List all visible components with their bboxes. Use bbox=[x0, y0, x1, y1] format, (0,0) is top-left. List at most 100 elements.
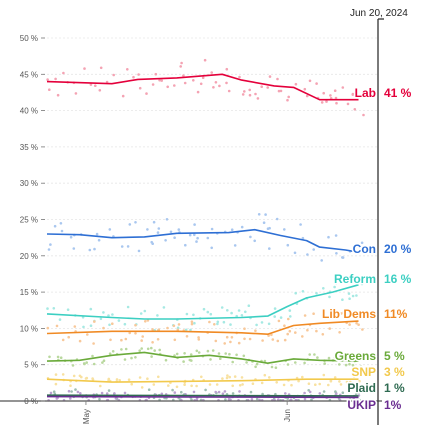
poll-dot bbox=[74, 388, 77, 391]
poll-dot bbox=[294, 331, 297, 334]
poll-dot bbox=[288, 329, 292, 333]
y-tick-label: 5 % bbox=[24, 361, 38, 370]
poll-dot bbox=[56, 93, 60, 97]
poll-dot bbox=[303, 87, 307, 91]
poll-dot bbox=[351, 278, 355, 282]
poll-dot bbox=[345, 380, 349, 384]
poll-dot bbox=[346, 102, 350, 106]
poll-dot bbox=[257, 213, 261, 216]
poll-dot bbox=[305, 94, 309, 98]
poll-dot bbox=[268, 376, 271, 379]
poll-dot bbox=[315, 292, 318, 295]
poll-dot bbox=[192, 313, 195, 317]
poll-dot bbox=[113, 392, 116, 395]
poll-dot bbox=[230, 228, 234, 231]
poll-dot bbox=[143, 309, 147, 313]
poll-dot bbox=[173, 391, 177, 394]
poll-dot bbox=[56, 355, 60, 359]
poll-dot bbox=[144, 320, 147, 323]
y-tick-label: 0 % bbox=[24, 397, 38, 406]
poll-dot bbox=[306, 253, 309, 256]
series-value-lab: 41 % bbox=[384, 86, 412, 100]
poll-dot bbox=[157, 227, 161, 230]
poll-dot bbox=[254, 92, 257, 96]
poll-dot bbox=[59, 222, 63, 225]
poll-dot bbox=[101, 361, 104, 364]
poll-dot bbox=[214, 339, 218, 343]
poll-dot bbox=[240, 314, 244, 317]
poll-dot bbox=[72, 374, 76, 378]
poll-dot bbox=[46, 78, 49, 81]
poll-dot bbox=[290, 383, 293, 387]
poll-dot bbox=[157, 328, 161, 332]
poll-dot bbox=[184, 243, 187, 247]
series-label-lib-dems: Lib Dems bbox=[322, 307, 376, 321]
poll-dot bbox=[335, 101, 338, 105]
poll-dot bbox=[249, 390, 253, 394]
poll-dot bbox=[316, 356, 319, 359]
poll-dot bbox=[229, 340, 232, 344]
poll-dot bbox=[86, 333, 89, 336]
poll-dot bbox=[275, 381, 279, 384]
poll-dot bbox=[151, 83, 155, 86]
poll-dot bbox=[235, 353, 238, 357]
poll-dot bbox=[123, 358, 127, 361]
poll-dot bbox=[276, 77, 279, 81]
poll-dot bbox=[361, 328, 364, 331]
poll-dot bbox=[341, 391, 345, 395]
y-tick-label: 50 % bbox=[20, 34, 38, 43]
poll-dot bbox=[219, 357, 222, 361]
poll-dot bbox=[238, 75, 241, 79]
poll-dot bbox=[312, 312, 315, 316]
poll-dot bbox=[283, 338, 287, 342]
poll-dot bbox=[243, 90, 246, 93]
poll-dot bbox=[286, 243, 290, 247]
poll-dot bbox=[222, 320, 226, 324]
poll-dot bbox=[124, 347, 128, 351]
poll-dot bbox=[91, 354, 94, 358]
poll-dot bbox=[48, 88, 51, 91]
poll-dot bbox=[183, 81, 187, 85]
poll-dot bbox=[283, 228, 286, 231]
poll-dot bbox=[306, 328, 309, 332]
poll-dot bbox=[354, 392, 358, 396]
trend-line-plaid bbox=[46, 394, 359, 397]
poll-dot bbox=[203, 58, 207, 62]
poll-dot bbox=[210, 246, 213, 250]
poll-dot bbox=[322, 390, 326, 393]
series-label-lab: Lab bbox=[355, 86, 376, 100]
poll-dot bbox=[348, 323, 351, 326]
poll-dot bbox=[214, 81, 218, 84]
poll-dot bbox=[102, 311, 105, 314]
poll-dot bbox=[54, 77, 57, 81]
poll-dot bbox=[244, 310, 247, 314]
poll-dot bbox=[299, 223, 302, 226]
poll-dot bbox=[340, 312, 343, 315]
series-label-snp: SNP bbox=[351, 365, 376, 379]
poll-dot bbox=[268, 75, 272, 78]
poll-dot bbox=[357, 391, 361, 394]
poll-dot bbox=[80, 375, 83, 379]
poll-dot bbox=[268, 226, 271, 230]
poll-dot bbox=[310, 398, 313, 402]
poll-dot bbox=[123, 322, 127, 326]
poll-dot bbox=[89, 307, 93, 311]
poll-dot bbox=[248, 93, 252, 97]
poll-dot bbox=[308, 390, 312, 394]
poll-dot bbox=[351, 92, 355, 96]
poll-dot bbox=[195, 384, 198, 388]
poll-dot bbox=[98, 397, 101, 401]
poll-dot bbox=[322, 287, 325, 290]
poll-dot bbox=[321, 314, 325, 317]
poll-dot bbox=[242, 354, 246, 358]
poll-dot bbox=[169, 230, 173, 234]
poll-dot bbox=[277, 398, 280, 401]
trend-line-snp bbox=[46, 378, 359, 383]
poll-dot bbox=[152, 383, 156, 386]
series-value-reform: 16 % bbox=[384, 272, 412, 286]
poll-dot bbox=[313, 353, 316, 356]
poll-dot bbox=[184, 328, 188, 332]
poll-dot bbox=[91, 378, 95, 381]
poll-dot bbox=[107, 389, 111, 392]
poll-dot bbox=[72, 247, 76, 250]
